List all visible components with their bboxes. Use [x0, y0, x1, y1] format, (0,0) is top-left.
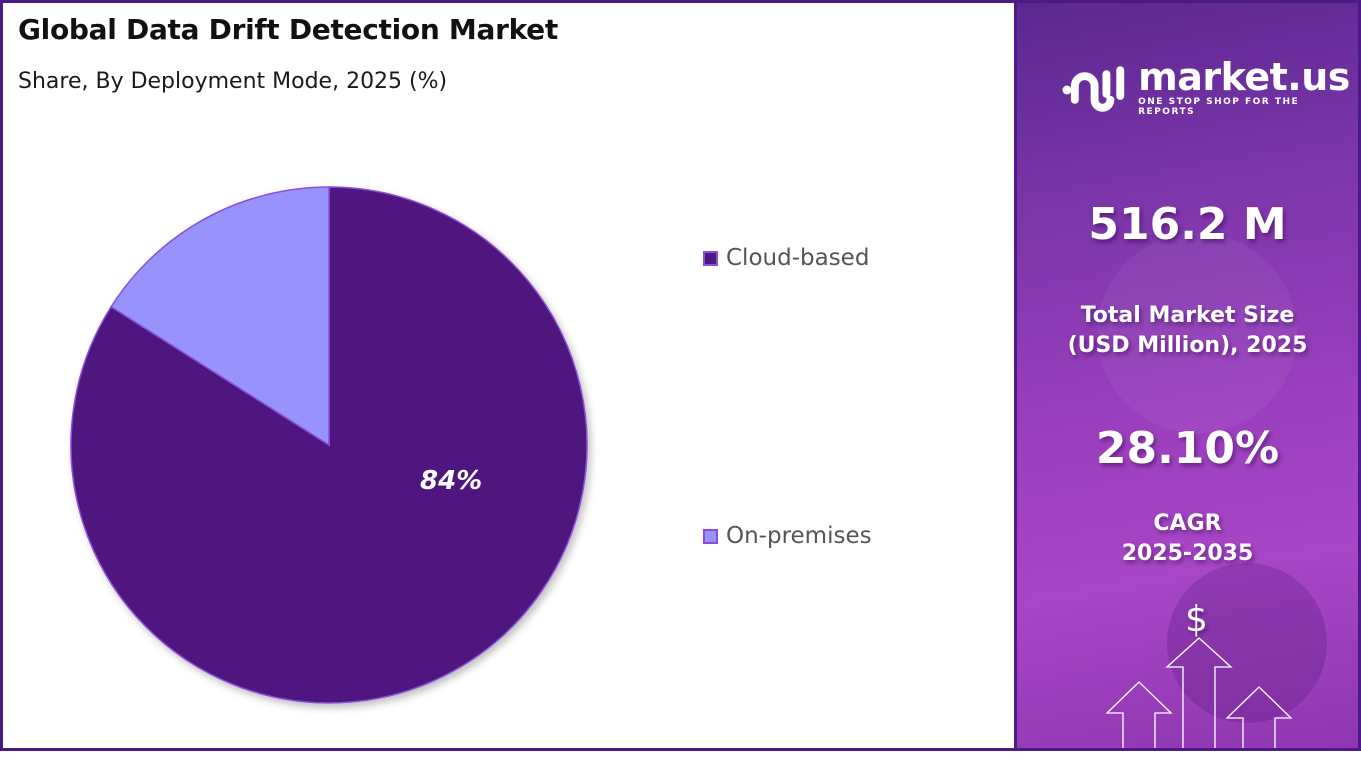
logo-name: market.us	[1138, 55, 1350, 99]
chart-title: Global Data Drift Detection Market	[18, 13, 558, 46]
logo-tagline: ONE STOP SHOP FOR THE REPORTS	[1138, 97, 1300, 117]
background-decoration	[1097, 233, 1297, 433]
cagr-value: 28.10%	[1095, 423, 1280, 474]
cagr-label-line1: CAGR	[1153, 511, 1222, 536]
legend-item-cloud-based[interactable]: Cloud-based	[703, 245, 869, 271]
cagr-label-line2: 2025-2035	[1121, 541, 1254, 566]
market-us-logo: market.us ONE STOP SHOP FOR THE REPORTS	[1061, 55, 1358, 117]
legend-item-on-premises[interactable]: On-premises	[703, 523, 872, 549]
market-size-label-line1: Total Market Size	[1080, 303, 1295, 328]
pie-chart	[70, 186, 588, 704]
pie-data-label-cloud-based: 84%	[420, 466, 483, 496]
market-us-logo-icon	[1062, 66, 1125, 112]
legend-swatch-cloud-based	[703, 250, 718, 266]
market-size-label-line2: (USD Million), 2025	[1067, 333, 1308, 358]
legend-swatch-on-premises	[703, 528, 718, 544]
pie-slice-on-premises[interactable]	[110, 186, 330, 447]
summary-panel: market.us ONE STOP SHOP FOR THE REPORTS …	[1017, 0, 1361, 751]
legend-label: Cloud-based	[726, 245, 870, 271]
chart-subtitle: Share, By Deployment Mode, 2025 (%)	[18, 69, 448, 94]
market-size-value: 516.2 M	[1088, 199, 1287, 250]
legend-label: On-premises	[726, 523, 872, 549]
dollar-icon: $	[1185, 599, 1208, 640]
growth-arrows-icon	[1105, 637, 1293, 748]
